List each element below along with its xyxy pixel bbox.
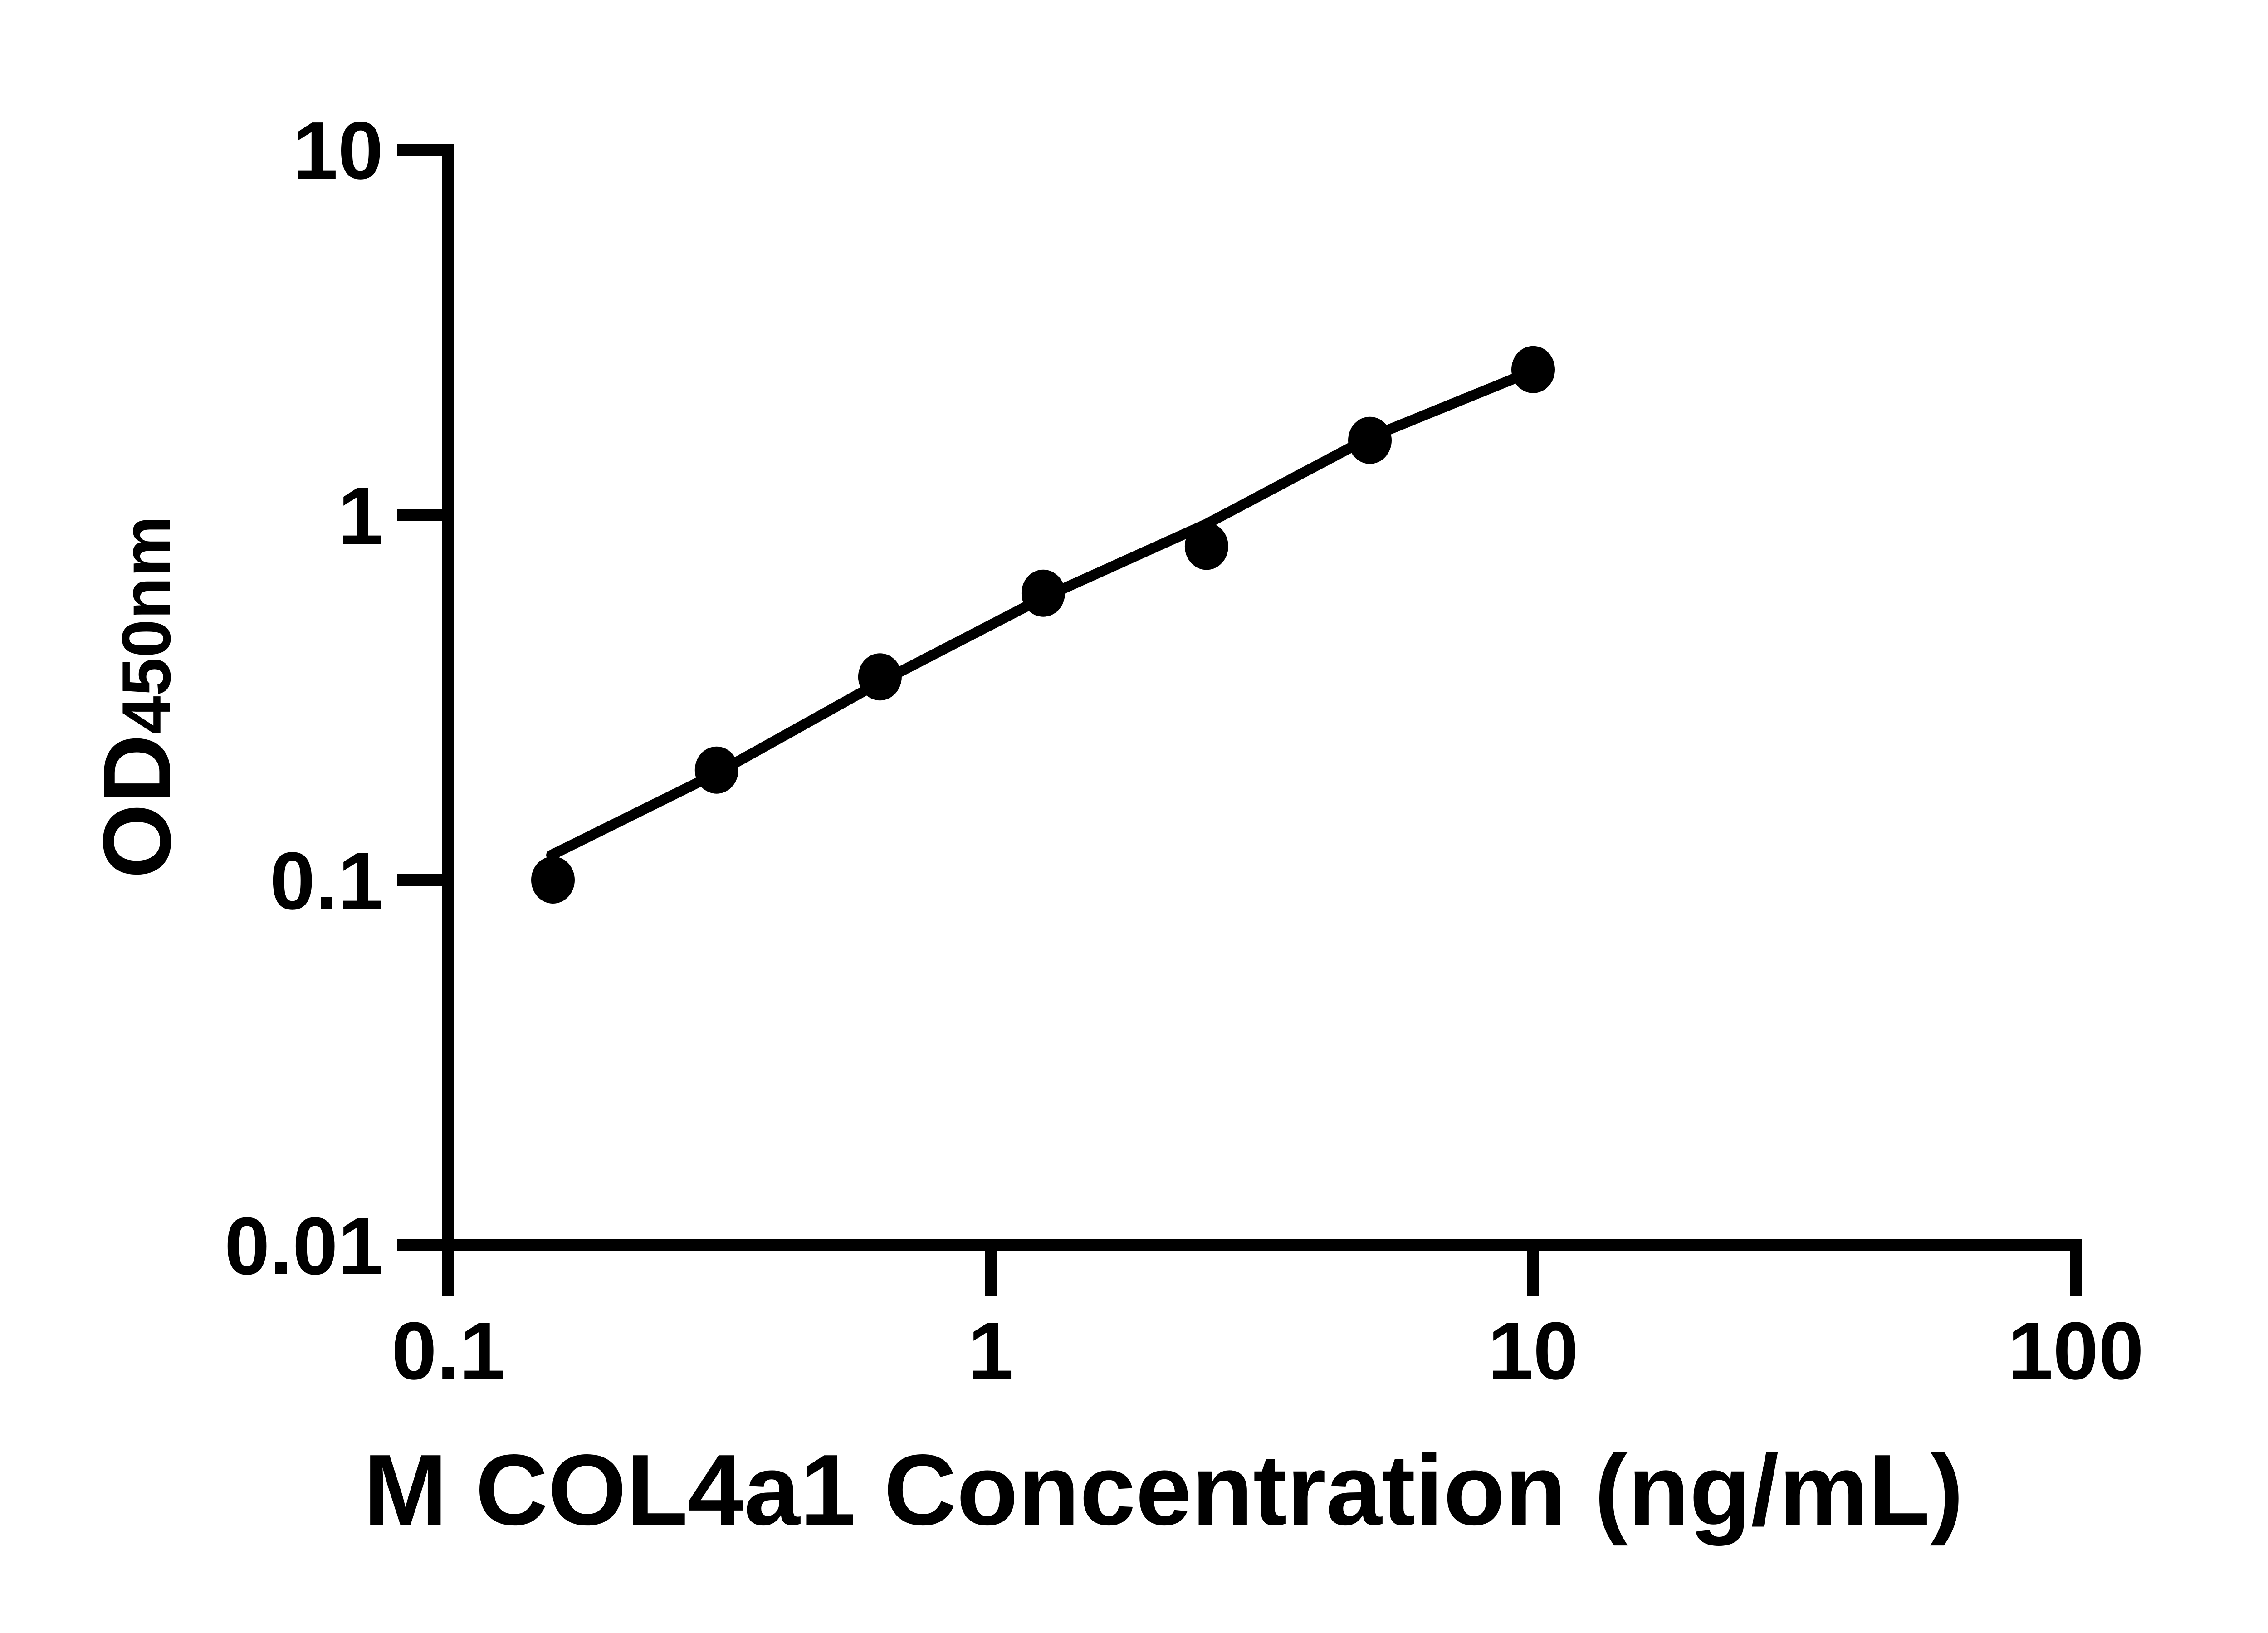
- data-point: [1348, 416, 1392, 464]
- data-point: [858, 653, 902, 701]
- y-tick-label: 10: [293, 105, 383, 196]
- y-tick-label: 0.1: [270, 836, 383, 927]
- y-tick-label: 1: [338, 470, 383, 562]
- x-tick-label: 10: [1488, 1305, 1579, 1397]
- data-point: [1021, 569, 1065, 617]
- y-axis-title-main: OD: [83, 734, 191, 879]
- x-tick-label: 0.1: [391, 1305, 505, 1397]
- y-tick-label: 0.01: [225, 1201, 383, 1292]
- x-tick-label: 100: [2008, 1305, 2144, 1397]
- y-axis-title-subscript: 450nm: [108, 516, 185, 734]
- x-tick-label: 1: [968, 1305, 1013, 1397]
- data-point: [531, 856, 575, 904]
- data-point: [1511, 346, 1555, 393]
- data-point: [694, 746, 738, 794]
- data-point: [1184, 523, 1228, 570]
- y-axis-title: OD450nm: [82, 516, 192, 879]
- x-axis-title: M COL4a1 Concentration (ng/mL): [363, 1434, 1964, 1546]
